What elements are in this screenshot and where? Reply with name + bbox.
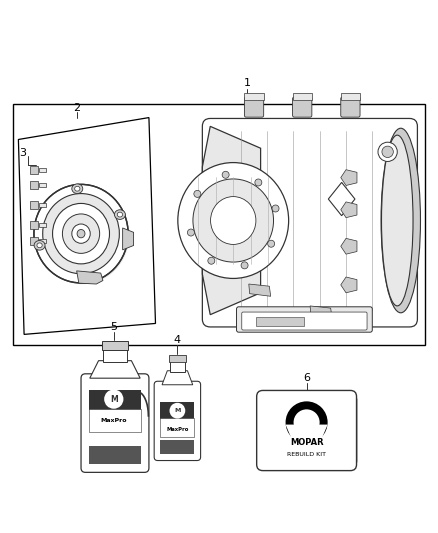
Bar [39, 223, 46, 227]
Text: 3: 3 [19, 149, 26, 158]
Ellipse shape [74, 187, 80, 191]
Circle shape [255, 179, 262, 186]
Ellipse shape [83, 273, 94, 283]
Polygon shape [328, 182, 355, 216]
Circle shape [222, 171, 229, 179]
Ellipse shape [117, 212, 123, 217]
FancyBboxPatch shape [242, 312, 367, 330]
Bar [39, 168, 46, 172]
Circle shape [170, 403, 185, 418]
Polygon shape [162, 371, 193, 385]
Circle shape [268, 240, 275, 247]
Ellipse shape [53, 204, 110, 264]
Bar [341, 93, 360, 100]
Bar [160, 402, 194, 419]
FancyBboxPatch shape [293, 97, 312, 117]
Ellipse shape [34, 184, 128, 283]
Bar [160, 417, 194, 437]
FancyBboxPatch shape [244, 97, 264, 117]
Polygon shape [90, 361, 140, 378]
Polygon shape [341, 238, 357, 254]
FancyBboxPatch shape [257, 391, 357, 471]
FancyBboxPatch shape [30, 221, 38, 229]
Circle shape [293, 409, 320, 435]
Ellipse shape [193, 179, 273, 262]
Ellipse shape [37, 243, 42, 248]
Bar [256, 317, 304, 326]
Polygon shape [341, 202, 357, 217]
Bar [39, 183, 46, 187]
Bar [169, 355, 186, 361]
Bar [39, 239, 46, 243]
Text: M: M [174, 408, 180, 413]
Text: MaxPro: MaxPro [101, 418, 127, 423]
Text: 1: 1 [244, 78, 251, 88]
Polygon shape [341, 277, 357, 293]
Ellipse shape [72, 224, 90, 243]
Circle shape [208, 257, 215, 264]
FancyBboxPatch shape [202, 118, 417, 327]
Bar [103, 349, 127, 361]
Ellipse shape [72, 184, 83, 193]
Bar [244, 93, 264, 100]
Ellipse shape [381, 135, 413, 306]
Text: MaxPro: MaxPro [166, 427, 189, 432]
Text: 6: 6 [303, 373, 310, 383]
Bar [160, 440, 194, 454]
Polygon shape [123, 228, 134, 250]
Circle shape [241, 262, 248, 269]
Polygon shape [202, 126, 261, 314]
FancyBboxPatch shape [30, 166, 38, 174]
Polygon shape [341, 169, 357, 185]
Circle shape [194, 190, 201, 197]
Ellipse shape [35, 185, 130, 284]
Ellipse shape [381, 128, 420, 313]
Text: 5: 5 [110, 321, 117, 332]
Bar [89, 390, 141, 410]
Ellipse shape [86, 276, 91, 280]
Text: M: M [110, 394, 118, 403]
Ellipse shape [114, 210, 125, 220]
Ellipse shape [211, 197, 256, 245]
Circle shape [382, 146, 393, 158]
Bar [13, 104, 425, 345]
Text: REBUILD KIT: REBUILD KIT [287, 453, 326, 457]
Ellipse shape [178, 163, 289, 278]
FancyBboxPatch shape [81, 374, 149, 472]
Bar [39, 203, 46, 207]
FancyBboxPatch shape [237, 307, 372, 332]
Polygon shape [18, 118, 155, 334]
Polygon shape [350, 399, 357, 462]
Circle shape [272, 205, 279, 212]
FancyBboxPatch shape [30, 181, 38, 189]
Polygon shape [286, 425, 328, 447]
Polygon shape [77, 271, 103, 284]
Polygon shape [310, 306, 332, 318]
Circle shape [378, 142, 397, 161]
Ellipse shape [34, 240, 45, 250]
Text: MOPAR: MOPAR [290, 438, 323, 447]
Text: 4: 4 [174, 335, 181, 345]
Bar [170, 361, 185, 372]
FancyBboxPatch shape [30, 201, 38, 209]
Ellipse shape [43, 193, 119, 274]
Circle shape [187, 229, 194, 236]
Ellipse shape [77, 230, 85, 238]
Bar [293, 93, 312, 100]
Circle shape [104, 390, 124, 409]
FancyBboxPatch shape [154, 381, 201, 461]
Ellipse shape [62, 214, 100, 253]
Bar [89, 409, 141, 432]
Bar [102, 341, 128, 350]
Text: 2: 2 [73, 103, 80, 113]
FancyBboxPatch shape [30, 237, 38, 245]
FancyBboxPatch shape [341, 97, 360, 117]
Circle shape [286, 401, 328, 443]
Bar [89, 446, 141, 464]
Polygon shape [249, 284, 271, 296]
